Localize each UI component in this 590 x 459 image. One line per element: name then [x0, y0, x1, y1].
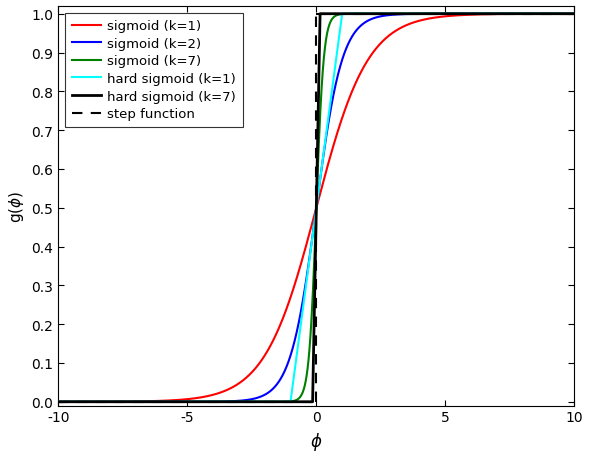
Y-axis label: g($\phi$): g($\phi$): [7, 190, 26, 223]
X-axis label: $\phi$: $\phi$: [310, 430, 323, 452]
hard sigmoid (k=1): [339, 12, 346, 17]
hard sigmoid (k=1): [86, 399, 93, 405]
sigmoid (k=1): [156, 398, 163, 404]
sigmoid (k=1): [55, 399, 62, 405]
hard sigmoid (k=7): [316, 12, 323, 17]
Legend: sigmoid (k=1), sigmoid (k=2), sigmoid (k=7), hard sigmoid (k=1), hard sigmoid (k: sigmoid (k=1), sigmoid (k=2), sigmoid (k…: [65, 13, 242, 128]
sigmoid (k=2): [55, 399, 62, 405]
hard sigmoid (k=1): [156, 399, 163, 405]
sigmoid (k=2): [86, 399, 93, 405]
sigmoid (k=7): [76, 399, 83, 405]
sigmoid (k=1): [571, 12, 578, 17]
hard sigmoid (k=7): [86, 399, 93, 405]
sigmoid (k=1): [543, 12, 550, 17]
sigmoid (k=7): [86, 399, 93, 405]
Line: sigmoid (k=1): sigmoid (k=1): [58, 15, 574, 402]
sigmoid (k=2): [307, 248, 314, 253]
Line: hard sigmoid (k=7): hard sigmoid (k=7): [58, 15, 574, 402]
hard sigmoid (k=1): [57, 399, 64, 405]
sigmoid (k=7): [57, 399, 64, 405]
step function: [313, 399, 320, 405]
hard sigmoid (k=1): [55, 399, 62, 405]
sigmoid (k=1): [86, 399, 93, 404]
sigmoid (k=7): [543, 12, 550, 17]
sigmoid (k=7): [448, 12, 455, 17]
hard sigmoid (k=7): [76, 399, 83, 405]
sigmoid (k=7): [156, 399, 163, 405]
hard sigmoid (k=7): [307, 399, 314, 405]
hard sigmoid (k=7): [156, 399, 163, 405]
hard sigmoid (k=1): [543, 12, 550, 17]
sigmoid (k=7): [571, 12, 578, 17]
sigmoid (k=7): [55, 399, 62, 405]
sigmoid (k=1): [57, 399, 64, 405]
sigmoid (k=2): [76, 399, 83, 405]
Line: sigmoid (k=7): sigmoid (k=7): [58, 15, 574, 402]
hard sigmoid (k=1): [571, 12, 578, 17]
hard sigmoid (k=7): [57, 399, 64, 405]
sigmoid (k=2): [156, 399, 163, 405]
hard sigmoid (k=7): [55, 399, 62, 405]
sigmoid (k=2): [571, 12, 578, 17]
hard sigmoid (k=7): [543, 12, 550, 17]
hard sigmoid (k=1): [307, 249, 314, 254]
sigmoid (k=2): [543, 12, 550, 17]
sigmoid (k=1): [307, 227, 314, 233]
sigmoid (k=2): [57, 399, 64, 405]
Line: sigmoid (k=2): sigmoid (k=2): [58, 15, 574, 402]
step function: [55, 399, 62, 405]
Line: hard sigmoid (k=1): hard sigmoid (k=1): [58, 15, 574, 402]
sigmoid (k=7): [307, 332, 314, 337]
hard sigmoid (k=7): [571, 12, 578, 17]
sigmoid (k=1): [76, 399, 83, 404]
hard sigmoid (k=1): [76, 399, 83, 405]
